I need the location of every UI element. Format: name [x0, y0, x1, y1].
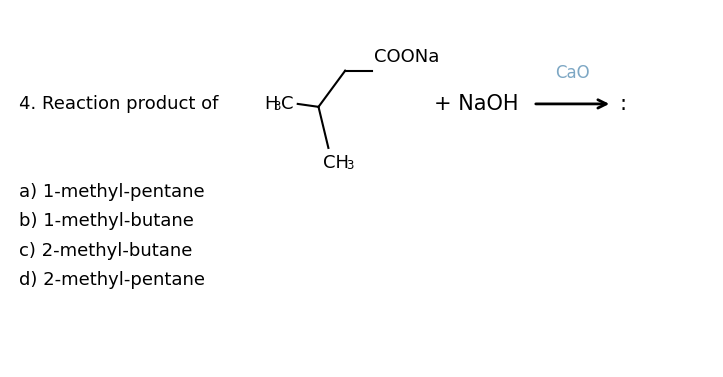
Text: 3: 3: [273, 100, 281, 113]
Text: CaO: CaO: [555, 64, 590, 83]
Text: 3: 3: [346, 159, 353, 172]
Text: CH: CH: [323, 153, 349, 172]
Text: :: :: [620, 94, 627, 114]
Text: COONa: COONa: [374, 48, 440, 66]
Text: d) 2-methyl-pentane: d) 2-methyl-pentane: [19, 271, 205, 289]
Text: c) 2-methyl-butane: c) 2-methyl-butane: [19, 242, 192, 260]
Text: b) 1-methyl-butane: b) 1-methyl-butane: [19, 212, 194, 230]
Text: H: H: [264, 95, 278, 113]
Text: C: C: [281, 95, 294, 113]
Text: + NaOH: + NaOH: [434, 94, 518, 114]
Text: 4. Reaction product of: 4. Reaction product of: [19, 95, 218, 113]
Text: a) 1-methyl-pentane: a) 1-methyl-pentane: [19, 183, 205, 201]
